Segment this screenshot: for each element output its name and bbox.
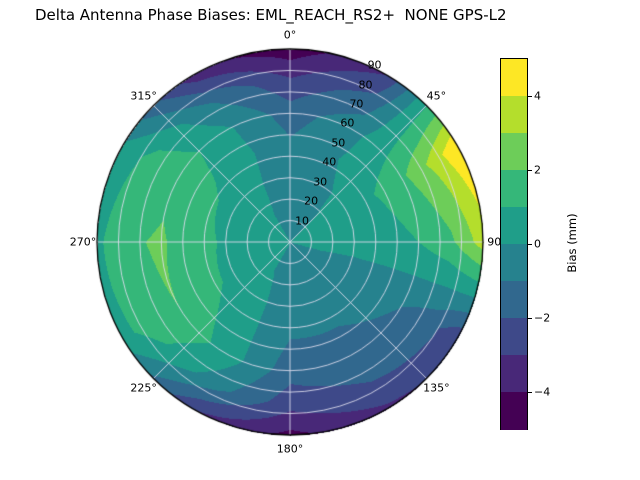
colorbar-segment (501, 96, 527, 134)
colorbar-tick-label: 0 (534, 237, 541, 251)
colorbar-tick (528, 318, 532, 319)
azimuth-tick-label: 0° (283, 28, 297, 42)
azimuth-tick-label: 45° (426, 89, 447, 103)
colorbar-segment (501, 59, 527, 97)
colorbar-segment (501, 133, 527, 171)
azimuth-tick-label: 270° (69, 235, 97, 249)
colorbar-tick-label: 4 (534, 89, 541, 103)
colorbar-tick (528, 392, 532, 393)
radial-tick-label: 70 (349, 97, 364, 111)
radial-tick-label: 10 (295, 214, 310, 228)
colorbar-segment (501, 207, 527, 245)
radial-tick-label: 60 (340, 116, 355, 130)
radial-tick-label: 90 (367, 58, 382, 72)
colorbar-segment (501, 392, 527, 430)
colorbar-segment (501, 170, 527, 208)
colorbar-tick-label: −2 (534, 311, 551, 325)
colorbar-segment (501, 318, 527, 356)
radial-tick-label: 40 (322, 155, 337, 169)
colorbar-tick (528, 96, 532, 97)
colorbar-tick-label: −4 (534, 385, 551, 399)
azimuth-tick-label: 315° (130, 89, 157, 103)
azimuth-tick-label: 225° (130, 381, 157, 395)
radial-tick-label: 80 (358, 78, 373, 92)
colorbar-tick (528, 244, 532, 245)
colorbar-tick-label: 2 (534, 163, 541, 177)
colorbar-tick (528, 170, 532, 171)
radial-tick-label: 20 (304, 194, 319, 208)
colorbar-axis-label: Bias (mm) (565, 213, 579, 273)
radial-tick-label: 30 (313, 175, 328, 189)
colorbar-segment (501, 355, 527, 393)
colorbar (500, 58, 528, 430)
azimuth-tick-label: 180° (276, 442, 304, 456)
colorbar-segment (501, 244, 527, 282)
radial-tick-label: 50 (331, 136, 346, 150)
colorbar-segment (501, 281, 527, 319)
azimuth-tick-label: 135° (423, 381, 450, 395)
